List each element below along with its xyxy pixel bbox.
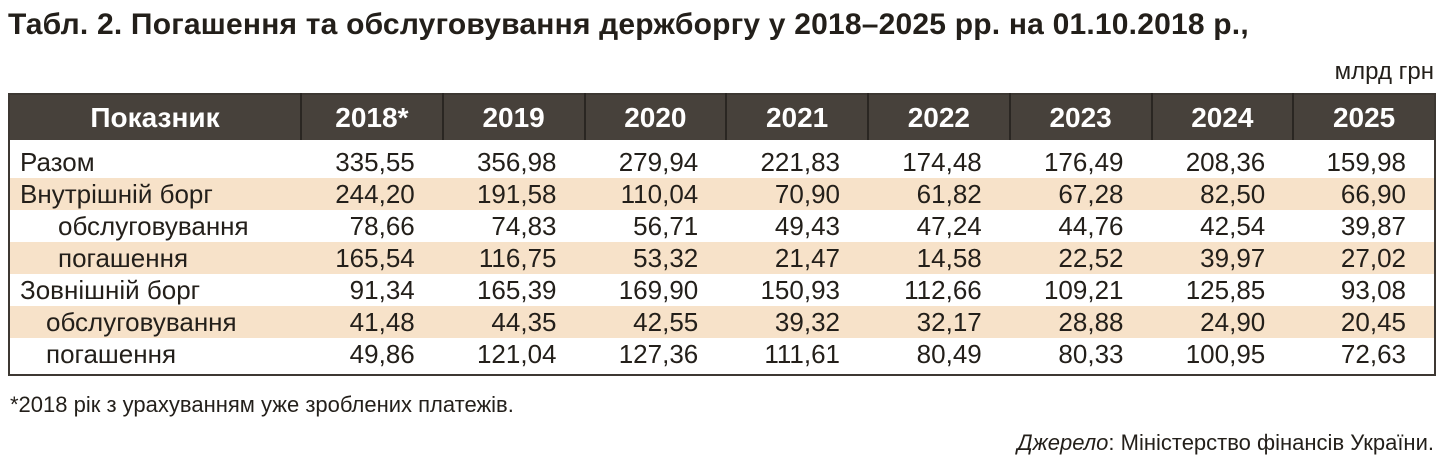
table-cell: 100,95 [1185,339,1266,369]
row-label: обслуговування [58,211,249,241]
table-row: погашення 165,54 116,75 53,32 21,47 14,58 22,5… [9,242,1435,274]
column-header-year: 2020 [583,94,727,140]
table-title: Табл. 2. Погашення та обслуговування дер… [8,8,1249,41]
table-cell: 44,76 [1058,211,1124,241]
table-cell: 42,54 [1200,211,1266,241]
row-label: погашення [9,242,301,274]
table-cell: 20,45 [1293,306,1435,338]
table-cell: 56,71 [633,211,699,241]
table-cell: 70,90 [726,178,868,210]
table-row: Разом 335,55 356,98 279,94 221,83 174,48 176,4… [9,140,1435,178]
table-cell: 27,02 [1293,242,1435,274]
row-label: Зовнішній борг [20,275,201,305]
table-cell: 116,75 [442,242,585,274]
table-cell: 32,17 [868,306,1010,338]
table-cell: 165,54 [301,242,443,274]
table-cell: 42,55 [584,306,727,338]
table-cell: 356,98 [476,147,557,177]
table-cell: 279,94 [618,147,699,177]
table-row: Зовнішній борг 91,34 165,39 169,90 150,93 112… [9,274,1435,306]
table-cell: 39,97 [1151,242,1294,274]
table-cell: 150,93 [760,275,840,305]
footnote: *2018 рік з урахуванням уже зроблених пл… [10,392,514,417]
row-label: Разом [20,147,95,177]
column-header-year: 2018* [300,94,443,140]
row-label: погашення [46,339,177,369]
table-cell: 22,52 [1009,242,1152,274]
table-cell: 39,32 [726,306,868,338]
debt-table: Показник 2018* 2019 2020 2021 2022 2023 2024 202… [8,93,1436,376]
header-row: Показник 2018* 2019 2020 2021 2022 2023 2024 202… [9,94,1435,140]
column-header-year: 2023 [1008,94,1152,140]
source-note: Джерело: Міністерство фінансів України. [1017,430,1434,456]
table-cell: 174,48 [902,147,982,177]
table-cell: 78,66 [349,211,415,241]
table-cell: 208,36 [1185,147,1266,177]
table-cell: 21,47 [726,242,868,274]
table-cell: 112,66 [904,275,982,305]
table-row: обслуговування 78,66 74,83 56,71 49,43 47,24 4… [9,210,1435,242]
table-cell: 191,58 [442,178,585,210]
table-row: обслуговування 41,48 44,35 42,55 39,32 32,17 2… [9,306,1435,338]
table-cell: 61,82 [868,178,1010,210]
table-row: Внутрішній борг 244,20 191,58 110,04 70,90 61… [9,178,1435,210]
table-row: погашення 49,86 121,04 127,36 111,61 80,49 80,… [9,338,1435,375]
table-cell: 47,24 [916,211,982,241]
table-cell: 14,58 [868,242,1010,274]
table-cell: 49,86 [349,339,415,369]
table-cell: 159,98 [1326,147,1406,177]
table-cell: 121,04 [476,339,557,369]
table-cell: 66,90 [1293,178,1435,210]
table-cell: 169,90 [618,275,699,305]
table-cell: 39,87 [1340,211,1406,241]
table-cell: 24,90 [1151,306,1294,338]
table-cell: 93,08 [1340,275,1406,305]
row-label: Внутрішній борг [9,178,301,210]
column-header-year: 2025 [1292,94,1435,140]
row-label: обслуговування [9,306,301,338]
table-cell: 125,85 [1185,275,1266,305]
table-cell: 80,33 [1058,339,1124,369]
table-cell: 221,83 [760,147,840,177]
table-cell: 244,20 [301,178,443,210]
table-cell: 335,55 [335,147,415,177]
table-cell: 165,39 [476,275,557,305]
unit-label: млрд грн [1334,58,1434,85]
table-cell: 74,83 [491,211,557,241]
column-header-year: 2024 [1150,94,1294,140]
table-cell: 82,50 [1151,178,1294,210]
table-cell: 49,43 [774,211,840,241]
source-label: Джерело [1017,430,1109,455]
table-cell: 44,35 [442,306,585,338]
column-header-year: 2021 [725,94,868,140]
table-cell: 109,21 [1043,275,1124,305]
source-text: : Міністерство фінансів України. [1108,430,1434,455]
table-cell: 41,48 [301,306,443,338]
table-cell: 176,49 [1043,147,1124,177]
table-cell: 80,49 [916,339,982,369]
table-cell: 28,88 [1009,306,1152,338]
column-header-year: 2022 [867,94,1010,140]
table-cell: 72,63 [1340,339,1406,369]
table-cell: 53,32 [584,242,727,274]
table-cell: 127,36 [618,339,699,369]
table-cell: 67,28 [1009,178,1152,210]
table-cell: 91,34 [349,275,415,305]
table-cell: 110,04 [584,178,727,210]
table-cell: 111,61 [764,339,840,369]
column-header-year: 2019 [441,94,585,140]
column-header-indicator: Показник [9,94,301,140]
